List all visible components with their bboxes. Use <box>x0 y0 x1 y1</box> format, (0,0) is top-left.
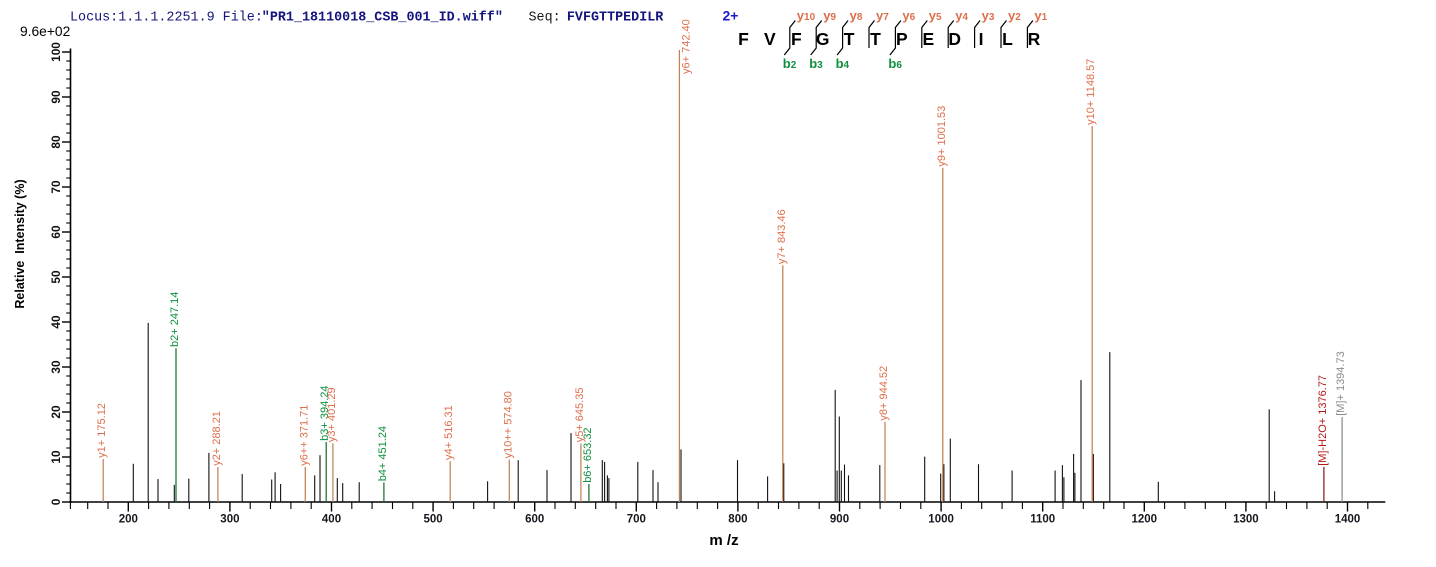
svg-text:y1: y1 <box>1034 8 1047 23</box>
svg-text:300: 300 <box>220 514 239 526</box>
svg-text:600: 600 <box>525 514 544 526</box>
svg-text:30: 30 <box>49 360 63 374</box>
svg-text:Relative Intensity (%): Relative Intensity (%) <box>13 179 27 308</box>
svg-text:0: 0 <box>49 498 63 505</box>
svg-text:y5: y5 <box>929 8 942 23</box>
svg-text:y4: y4 <box>955 8 968 23</box>
svg-text:500: 500 <box>424 514 443 526</box>
svg-text:10: 10 <box>49 450 63 464</box>
svg-text:[M]+ 1394.73: [M]+ 1394.73 <box>1335 351 1347 416</box>
svg-text:V: V <box>764 29 776 49</box>
svg-text:D: D <box>948 29 961 49</box>
svg-text:100: 100 <box>49 42 63 62</box>
svg-text:b3+ 394.24: b3+ 394.24 <box>319 385 331 440</box>
svg-text:"PR1_18110018_CSB_001_ID.wiff": "PR1_18110018_CSB_001_ID.wiff" <box>262 10 503 25</box>
svg-text:70: 70 <box>49 180 63 194</box>
svg-text:y2: y2 <box>1008 8 1021 23</box>
svg-text:400: 400 <box>322 514 341 526</box>
svg-text:y10++ 574.80: y10++ 574.80 <box>502 391 514 458</box>
svg-text:y3+ 401.29: y3+ 401.29 <box>326 387 338 442</box>
svg-text:F: F <box>738 29 749 49</box>
svg-text:T: T <box>870 29 881 49</box>
svg-text:60: 60 <box>49 225 63 239</box>
svg-text:y10: y10 <box>797 8 816 23</box>
svg-text:F: F <box>791 29 802 49</box>
svg-text:9.6e+02: 9.6e+02 <box>20 24 70 39</box>
svg-text:m /z: m /z <box>709 532 738 549</box>
svg-text:y6+ 742.40: y6+ 742.40 <box>681 19 693 74</box>
svg-text:Seq:: Seq: <box>529 10 561 25</box>
svg-text:y5+ 645.35: y5+ 645.35 <box>574 388 586 443</box>
svg-text:y8+ 944.52: y8+ 944.52 <box>878 366 890 421</box>
svg-text:y10+ 1148.57: y10+ 1148.57 <box>1085 59 1097 125</box>
svg-text:20: 20 <box>49 405 63 419</box>
svg-text:R: R <box>1028 29 1041 49</box>
svg-text:b2: b2 <box>783 56 797 71</box>
svg-text:80: 80 <box>49 135 63 149</box>
svg-text:y2+ 288.21: y2+ 288.21 <box>211 411 223 466</box>
svg-text:b6: b6 <box>888 56 902 71</box>
svg-text:y7+ 843.46: y7+ 843.46 <box>776 209 788 264</box>
svg-text:FVFGTTPEDILR: FVFGTTPEDILR <box>567 10 664 25</box>
svg-text:2+: 2+ <box>723 8 739 24</box>
svg-text:800: 800 <box>728 514 747 526</box>
svg-text:y7: y7 <box>876 8 889 23</box>
svg-text:I: I <box>979 29 984 49</box>
svg-text:L: L <box>1002 29 1013 49</box>
svg-text:T: T <box>844 29 855 49</box>
svg-text:1200: 1200 <box>1132 514 1158 526</box>
svg-text:y9+ 1001.53: y9+ 1001.53 <box>936 106 948 167</box>
svg-text:1400: 1400 <box>1335 514 1361 526</box>
svg-text:b6+ 653.32: b6+ 653.32 <box>582 427 594 482</box>
svg-text:y6: y6 <box>902 8 915 23</box>
svg-text:200: 200 <box>119 514 138 526</box>
svg-text:900: 900 <box>830 514 849 526</box>
svg-text:90: 90 <box>49 90 63 104</box>
svg-text:b2+ 247.14: b2+ 247.14 <box>169 292 181 347</box>
svg-text:1100: 1100 <box>1030 514 1055 526</box>
svg-text:y1+ 175.12: y1+ 175.12 <box>96 403 108 458</box>
svg-text:b4+ 451.24: b4+ 451.24 <box>377 426 389 481</box>
svg-text:40: 40 <box>49 315 63 329</box>
svg-text:50: 50 <box>49 270 63 284</box>
svg-text:b4: b4 <box>836 56 850 71</box>
svg-text:y8: y8 <box>850 8 863 23</box>
svg-text:G: G <box>816 29 830 49</box>
svg-text:y9: y9 <box>823 8 836 23</box>
svg-text:b3: b3 <box>809 56 823 71</box>
svg-text:y6++ 371.71: y6++ 371.71 <box>298 405 310 466</box>
svg-text:Locus:1.1.1.2251.9 File:: Locus:1.1.1.2251.9 File: <box>70 10 263 25</box>
svg-text:P: P <box>896 29 908 49</box>
svg-text:1000: 1000 <box>928 514 954 526</box>
svg-text:y4+ 516.31: y4+ 516.31 <box>443 405 455 460</box>
svg-text:1300: 1300 <box>1233 514 1259 526</box>
svg-text:y3: y3 <box>982 8 995 23</box>
svg-text:E: E <box>922 29 934 49</box>
svg-text:700: 700 <box>627 514 646 526</box>
svg-text:[M]-H2O+ 1376.77: [M]-H2O+ 1376.77 <box>1317 375 1329 466</box>
